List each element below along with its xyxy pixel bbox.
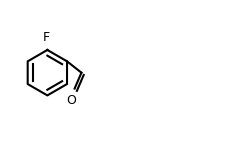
- Text: F: F: [43, 31, 50, 44]
- Text: O: O: [66, 94, 76, 107]
